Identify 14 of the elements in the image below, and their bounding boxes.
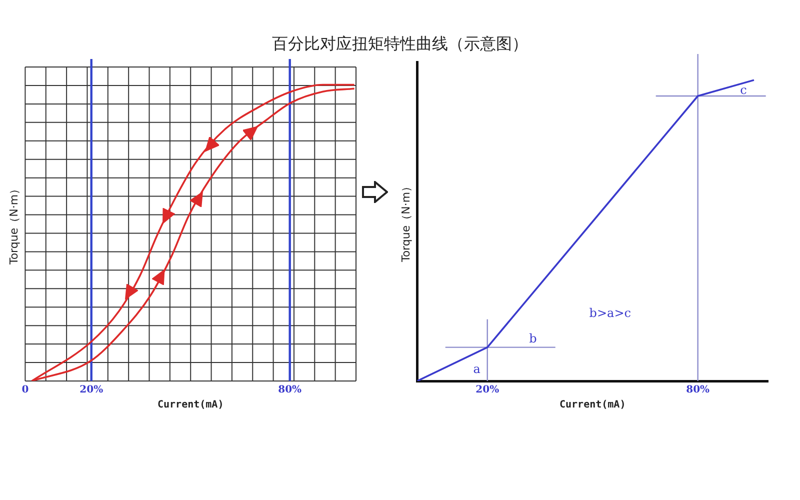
- x-tick-label: 20%: [476, 384, 500, 396]
- y-axis-title: Torque（N·m）: [399, 180, 412, 264]
- x-axis-title: Current(mA): [559, 400, 626, 411]
- annotation: b>a>c: [589, 306, 632, 320]
- annotation: c: [740, 82, 748, 97]
- text: 百分比对应扭矩特性曲线（示意图）: [271, 34, 529, 55]
- x-tick-label: 0: [22, 384, 29, 396]
- y-axis-title: Torque（N·m）: [7, 183, 20, 266]
- annotation: a: [473, 362, 480, 376]
- x-tick-label: 20%: [80, 384, 104, 396]
- x-tick-label: 80%: [686, 384, 710, 396]
- x-axis-title: Current(mA): [157, 400, 224, 411]
- annotation: b: [529, 332, 538, 346]
- x-tick-label: 80%: [278, 384, 302, 396]
